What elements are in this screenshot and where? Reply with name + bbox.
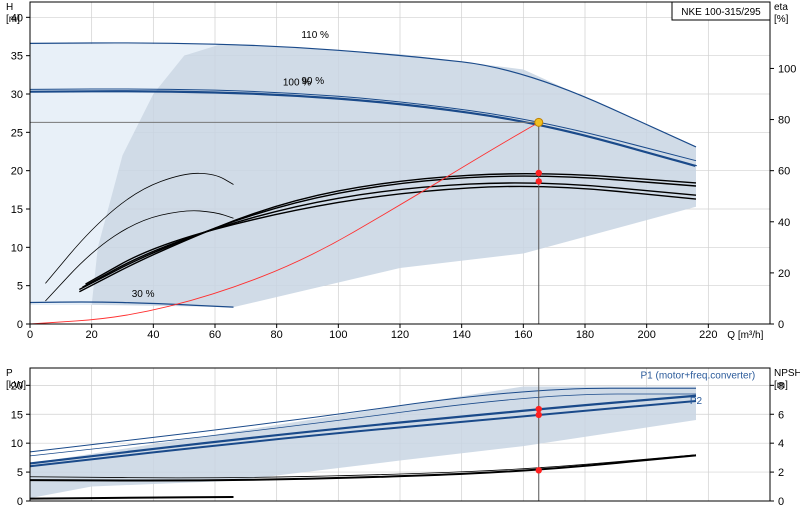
head_chart-yrlabel: eta (774, 2, 788, 13)
power_chart-yunit: [kW] (6, 380, 26, 391)
head_chart-series-3 (29, 301, 234, 308)
head_chart-series-1 (29, 90, 697, 168)
head_chart-speed-label-1: 100 % (283, 78, 311, 89)
power_chart-series-0 (29, 387, 696, 453)
power_chart-ytick-label-0: 0 (17, 496, 23, 508)
head_chart-series-7 (79, 173, 697, 293)
head_chart-series-9 (45, 210, 234, 302)
head_chart-yrunit: [%] (774, 14, 789, 25)
model-title-box (671, 1, 771, 21)
head_chart-envelope-light (30, 44, 222, 305)
head_chart-ylabel: H (6, 2, 13, 13)
head_chart-yunit: [m] (6, 14, 20, 25)
power_chart-yrtick-label-0: 0 (778, 496, 784, 508)
head_chart-ytick-label-7: 35 (11, 51, 23, 63)
power_chart-envelope (30, 386, 696, 499)
head_chart-envelope (30, 44, 696, 308)
head_chart-series-8 (45, 172, 234, 284)
power_chart-ytick-label-3: 15 (11, 409, 23, 421)
head_chart-eta-point-0 (535, 169, 542, 177)
head_chart-xtick-label-11: 220 (699, 329, 717, 341)
power_chart-duty-point-1 (535, 411, 542, 419)
power_chart-group (26, 367, 774, 502)
power_chart-yrlabel: NPSH (774, 368, 800, 379)
power_chart-yrunit: [m] (774, 380, 788, 391)
head_chart-yrtick-label-1: 20 (778, 268, 790, 280)
head_chart-yrtick-label-4: 80 (778, 115, 790, 127)
power_chart-series-label-1: P2 (690, 396, 703, 407)
power_chart-ylabel: P (6, 368, 13, 379)
head_chart-speed-label-0: 110 % (301, 30, 329, 41)
head_chart-ytick-label-1: 5 (17, 281, 23, 293)
head_chart-duty-point (534, 117, 544, 127)
head_chart-series-5 (82, 182, 697, 288)
head_chart-series-4 (79, 175, 697, 291)
power_chart-yrtick-label-3: 6 (778, 409, 784, 421)
power_chart-series-5 (29, 495, 234, 500)
head_chart-ytick-label-4: 20 (11, 166, 23, 178)
head_chart-yrtick-label-2: 40 (778, 217, 790, 229)
power_chart-series-4 (29, 454, 697, 482)
power_chart-yrtick-label-4: 8 (778, 380, 784, 392)
head_chart-xtick-label-0: 0 (27, 329, 33, 341)
power_chart-ytick-label-4: 20 (11, 380, 23, 392)
head_chart-ytick-label-8: 40 (11, 12, 23, 24)
power_chart-duty-point-0 (535, 405, 542, 413)
head_chart-eta-point-1 (535, 178, 542, 185)
head_chart-xtick-label-8: 160 (514, 329, 532, 341)
head_chart-ytick-label-0: 0 (17, 319, 23, 331)
power_chart-frame (29, 367, 771, 502)
head_chart-xtick-label-4: 80 (271, 329, 283, 341)
power_chart-series-2 (29, 399, 697, 468)
head_chart-xtick-label-5: 100 (329, 329, 347, 341)
power_chart-series-label-0: P1 (motor+freq.converter) (641, 370, 756, 381)
head_chart-xunit: Q [m³/h] (727, 330, 763, 341)
head_chart-group (26, 1, 774, 325)
head_chart-yrtick-label-5: 100 (778, 63, 796, 75)
head_chart-ytick-label-3: 15 (11, 204, 23, 216)
head_chart-speed-label-3: 30 % (132, 289, 155, 300)
head_chart-yrtick-label-3: 60 (778, 166, 790, 178)
power_chart-duty-point-2 (535, 467, 542, 474)
head_chart-yrtick-label-0: 0 (778, 319, 784, 331)
power_chart-series-3 (29, 393, 696, 457)
power_chart-ytick-label-2: 10 (11, 438, 23, 450)
power_chart-series-1 (29, 394, 697, 465)
head_chart-series-6 (85, 185, 697, 285)
head_chart-ytick-label-5: 25 (11, 127, 23, 139)
head_chart-xtick-label-3: 60 (209, 329, 221, 341)
head_chart-xtick-label-7: 140 (452, 329, 470, 341)
head_chart-xtick-label-2: 40 (147, 329, 159, 341)
head_chart-xtick-label-10: 200 (637, 329, 655, 341)
power_chart-yrtick-label-1: 2 (778, 467, 784, 479)
head_chart-series-0 (29, 42, 697, 148)
head_chart-xtick-label-1: 20 (86, 329, 98, 341)
head_chart-speed-label-2: 90 % (301, 76, 324, 87)
head_chart-series-10 (29, 121, 539, 325)
power_chart-ytick-label-1: 5 (17, 467, 23, 479)
power_chart-yrtick-label-2: 4 (778, 438, 784, 450)
head_chart-ytick-label-6: 30 (11, 89, 23, 101)
head_chart-xtick-label-6: 120 (391, 329, 409, 341)
model-title: NKE 100-315/295 (681, 7, 761, 18)
head_chart-ytick-label-2: 10 (11, 242, 23, 254)
head_chart-xtick-label-9: 180 (576, 329, 594, 341)
head_chart-series-2 (29, 88, 697, 162)
power_chart-series-6 (29, 454, 697, 479)
